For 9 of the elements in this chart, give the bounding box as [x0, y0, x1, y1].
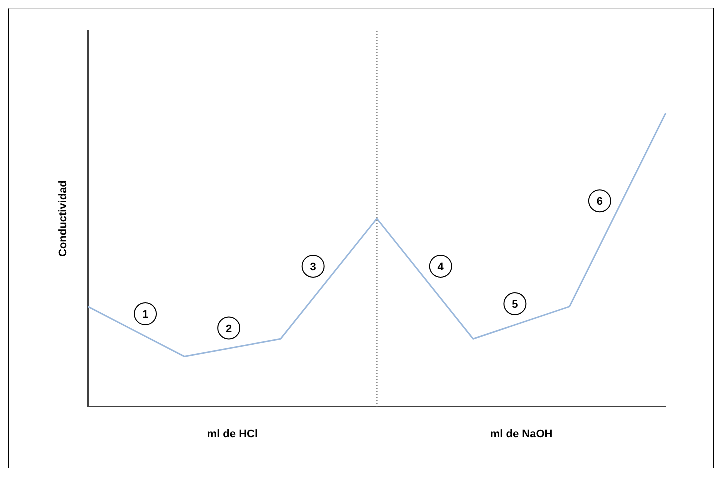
annotation: 5 [512, 299, 518, 312]
annotation: 2 [226, 323, 232, 336]
text: ml de HCl [207, 428, 258, 441]
annotation: 4 [438, 261, 445, 274]
text: ml de NaOH [490, 428, 553, 441]
annotation: 1 [142, 309, 149, 322]
annotation: 3 [310, 261, 316, 274]
y-axis-title: Conductividad [58, 180, 70, 257]
annotation: 6 [596, 196, 604, 208]
